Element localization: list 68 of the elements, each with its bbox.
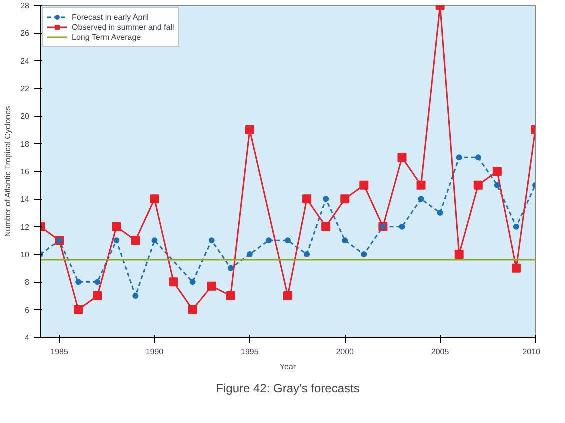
x-tick-label: 1990 (146, 348, 164, 356)
x-tick-label: 1985 (50, 348, 69, 356)
point (454, 250, 464, 259)
point (112, 222, 122, 232)
x-tick-label: 2000 (336, 348, 355, 356)
point (152, 238, 158, 244)
legend-label: Long Term Average (72, 32, 142, 42)
x-tick-label: 1995 (241, 348, 260, 356)
point (150, 194, 160, 204)
point (132, 293, 139, 299)
point (208, 238, 215, 244)
point (169, 278, 178, 287)
y-tick-label: 24 (20, 56, 30, 66)
legend-label: Observed in summer and fall (72, 22, 174, 32)
point (399, 224, 406, 230)
point (416, 180, 426, 190)
point (474, 180, 483, 190)
y-axis-title: Number of Atlantic Tropical Cyclones (4, 106, 13, 238)
point (322, 222, 331, 232)
point (245, 126, 254, 134)
point (361, 252, 368, 258)
y-tick-label: 14 (20, 195, 30, 204)
point (207, 282, 216, 291)
point (266, 238, 272, 244)
point (93, 292, 102, 300)
legend-label: Forecast in early April (72, 12, 149, 22)
point (398, 153, 407, 162)
point (437, 210, 444, 216)
point (74, 305, 84, 314)
point (456, 154, 462, 161)
point (228, 265, 234, 272)
y-tick-label: 10 (20, 250, 30, 260)
y-tick-label: 8 (25, 278, 30, 288)
point (492, 167, 502, 176)
y-tick-label: 26 (20, 29, 30, 38)
y-tick-label: 20 (20, 112, 30, 122)
point (285, 238, 291, 244)
point (188, 305, 198, 314)
point (512, 264, 521, 273)
y-tick-label: 28 (20, 2, 30, 10)
y-tick-label: 16 (20, 168, 30, 176)
x-axis-title: Year (280, 362, 296, 372)
point (418, 196, 424, 202)
point (76, 279, 82, 286)
y-tick-label: 18 (20, 140, 30, 149)
point (284, 292, 292, 300)
point (494, 182, 500, 188)
x-tick-label: 2005 (431, 348, 450, 356)
point (342, 238, 348, 244)
point (94, 279, 101, 286)
point (323, 196, 330, 202)
point (131, 236, 140, 246)
caption: Figure 42: Gray's forecasts (216, 382, 360, 396)
point (302, 194, 312, 204)
point (340, 194, 350, 204)
point (513, 224, 520, 230)
point (114, 238, 120, 244)
point (475, 154, 482, 161)
point (226, 292, 236, 300)
point (304, 252, 310, 258)
y-tick-label: 4 (25, 334, 30, 342)
point (360, 180, 369, 190)
y-tick-label: 12 (20, 222, 30, 232)
point (246, 252, 253, 258)
x-tick-label: 2010 (522, 348, 542, 356)
point (190, 279, 196, 286)
y-tick-label: 6 (25, 306, 30, 315)
y-tick-label: 22 (20, 84, 30, 94)
